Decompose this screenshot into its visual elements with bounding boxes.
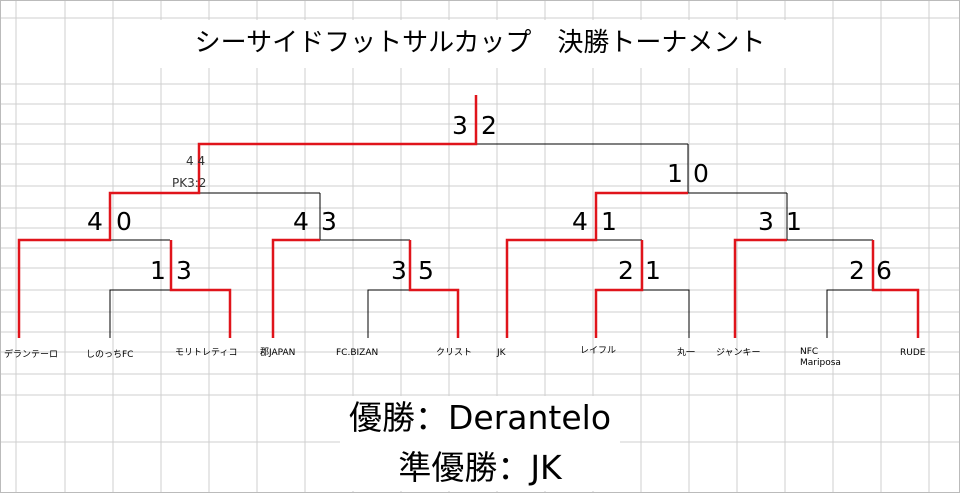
score: 0	[116, 207, 132, 236]
score: 1	[786, 207, 802, 236]
winner-line	[505, 191, 688, 338]
team-label: NFC Mariposa	[800, 347, 841, 368]
score: 3	[321, 207, 337, 236]
bracket-line	[109, 289, 171, 338]
team-label: モリトレティコ	[175, 348, 238, 358]
score: 2	[849, 256, 865, 285]
score: 2	[481, 111, 497, 140]
score: 4 4	[186, 154, 206, 168]
team-label: RUDE	[900, 348, 926, 358]
pk-score: PK3:2	[172, 176, 207, 190]
score: 1	[601, 207, 617, 236]
champion-label: 優勝：Derantelo	[348, 398, 612, 437]
score: 4	[293, 207, 309, 236]
runner-up-label: 準優勝：JK	[398, 448, 562, 487]
score: 2	[618, 256, 634, 285]
title-backdrop	[150, 20, 810, 68]
results-backdrop	[340, 396, 620, 491]
team-label: JK	[497, 348, 506, 358]
winner-line	[871, 240, 920, 338]
winner-line	[594, 240, 644, 338]
tournament-title: シーサイドフットサルカップ 決勝トーナメント	[194, 28, 766, 58]
score: 3	[758, 207, 774, 236]
score: 4	[572, 207, 588, 236]
team-label: 丸一	[677, 348, 696, 358]
score: 1	[645, 256, 661, 285]
score: 3	[391, 256, 407, 285]
bracket-line	[367, 289, 410, 338]
team-label: しのっちFC	[86, 350, 134, 360]
score: 3	[176, 256, 192, 285]
score: 4	[87, 207, 103, 236]
team-label: 郡JAPAN	[260, 348, 296, 358]
score: 5	[418, 256, 434, 285]
team-label: FC.BIZAN	[336, 348, 379, 358]
winner-line	[169, 240, 232, 338]
bracket-line	[642, 289, 690, 338]
winner-line	[271, 238, 320, 338]
winner-line	[17, 95, 478, 338]
score: 1	[667, 159, 683, 188]
score: 0	[693, 159, 709, 188]
score: 1	[150, 256, 166, 285]
winner-line	[408, 240, 460, 338]
winner-line	[733, 238, 787, 338]
team-label: レイフル	[580, 346, 617, 356]
score: 6	[876, 256, 892, 285]
team-label: デランテーロ	[4, 350, 59, 360]
team-label: クリスト	[436, 348, 473, 358]
score: 3	[452, 111, 468, 140]
team-label: ジャンキー	[716, 348, 761, 358]
bracket-line	[826, 289, 873, 338]
